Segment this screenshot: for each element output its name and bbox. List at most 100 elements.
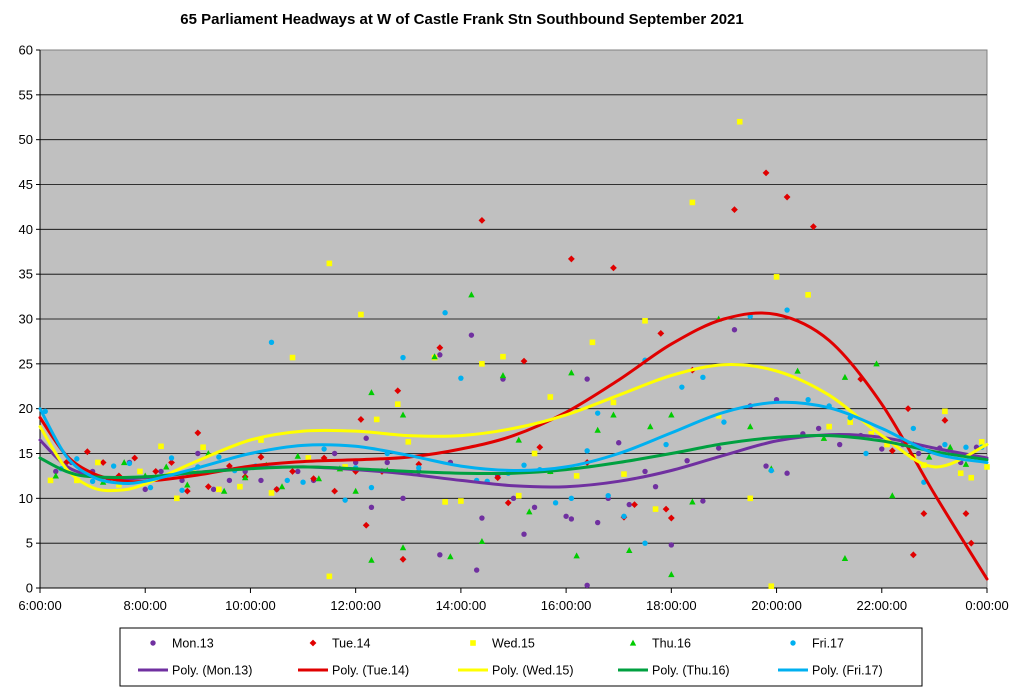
data-point-thu-16 xyxy=(478,537,486,544)
trendline-poly-tue-14 xyxy=(38,311,989,581)
gridlines xyxy=(40,94,987,544)
data-point-mon-13 xyxy=(368,504,375,510)
data-point-mon-13 xyxy=(195,450,201,457)
x-tick-label: 14:00:00 xyxy=(436,598,487,613)
data-point-thu-16 xyxy=(794,367,801,374)
x-tick-label: 18:00:00 xyxy=(646,598,697,613)
data-point-wed-15 xyxy=(621,471,627,477)
data-point-thu-16 xyxy=(278,483,286,490)
data-point-thu-16 xyxy=(220,487,228,494)
data-point-tue-14 xyxy=(667,514,675,522)
data-point-tue-14 xyxy=(610,264,617,272)
data-point-mon-13 xyxy=(258,477,264,484)
data-point-tue-14 xyxy=(99,459,107,466)
data-point-mon-13 xyxy=(179,477,185,484)
data-point-fri-17 xyxy=(863,450,869,457)
x-tick-label: 0:00:00 xyxy=(965,598,1008,613)
data-point-thu-16 xyxy=(626,546,633,553)
data-point-mon-13 xyxy=(784,470,790,476)
data-point-tue-14 xyxy=(920,510,928,517)
data-point-fri-17 xyxy=(605,492,611,499)
data-point-mon-13 xyxy=(53,468,59,475)
data-point-wed-15 xyxy=(173,495,180,502)
data-point-mon-13 xyxy=(626,501,632,508)
data-point-wed-15 xyxy=(326,260,333,267)
data-point-thu-16 xyxy=(447,553,454,560)
x-tick-label: 16:00:00 xyxy=(541,598,592,613)
data-point-wed-15 xyxy=(373,416,380,423)
data-point-thu-16 xyxy=(820,434,828,441)
data-point-mon-13 xyxy=(700,498,706,504)
data-point-tue-14 xyxy=(183,487,191,495)
data-point-thu-16 xyxy=(647,423,654,430)
data-point-fri-17 xyxy=(700,374,706,380)
data-point-wed-15 xyxy=(95,459,101,466)
data-point-wed-15 xyxy=(942,408,948,415)
data-point-wed-15 xyxy=(200,444,206,451)
x-tick-label: 6:00:00 xyxy=(18,598,61,613)
data-point-tue-14 xyxy=(362,521,370,529)
data-point-fri-17 xyxy=(321,446,327,452)
legend-label-poly-wed-15: Poly. (Wed.15) xyxy=(492,664,574,678)
y-tick-label: 50 xyxy=(19,132,33,147)
x-tick-label: 12:00:00 xyxy=(330,598,381,613)
data-point-thu-16 xyxy=(925,453,933,460)
data-point-fri-17 xyxy=(621,513,627,519)
data-point-tue-14 xyxy=(257,453,265,461)
data-point-wed-15 xyxy=(531,450,538,457)
data-point-wed-15 xyxy=(805,291,811,298)
data-point-fri-17 xyxy=(642,540,648,546)
data-point-fri-17 xyxy=(168,455,175,461)
data-point-thu-16 xyxy=(241,474,249,481)
data-point-wed-15 xyxy=(258,437,264,443)
data-point-tue-14 xyxy=(394,387,402,395)
data-point-thu-16 xyxy=(399,411,407,418)
data-point-wed-15 xyxy=(547,394,554,400)
data-point-wed-15 xyxy=(358,311,364,318)
y-tick-label: 20 xyxy=(19,401,33,416)
data-point-mon-13 xyxy=(684,457,690,464)
data-point-thu-16 xyxy=(515,436,522,443)
data-point-tue-14 xyxy=(131,454,139,462)
x-tick-label: 22:00:00 xyxy=(856,598,907,613)
data-point-wed-15 xyxy=(689,199,696,206)
data-point-fri-17 xyxy=(805,397,811,403)
data-point-fri-17 xyxy=(521,462,527,468)
data-point-mon-13 xyxy=(521,531,527,537)
data-point-wed-15 xyxy=(515,492,522,499)
y-tick-label: 40 xyxy=(19,222,33,237)
legend-marker-wed-15 xyxy=(470,640,476,646)
data-point-wed-15 xyxy=(610,399,617,406)
chart-title: 65 Parliament Headways at W of Castle Fr… xyxy=(180,11,743,28)
data-point-fri-17 xyxy=(416,465,422,471)
data-point-mon-13 xyxy=(715,445,722,451)
y-tick-label: 60 xyxy=(19,43,33,58)
data-point-tue-14 xyxy=(494,474,502,482)
data-point-thu-16 xyxy=(368,389,375,396)
data-point-tue-14 xyxy=(909,551,917,559)
data-point-mon-13 xyxy=(836,441,843,448)
data-point-fri-17 xyxy=(963,444,969,450)
data-point-thu-16 xyxy=(689,498,696,505)
data-point-fri-17 xyxy=(300,479,306,485)
data-point-fri-17 xyxy=(284,477,290,484)
legend-label-poly-tue-14: Poly. (Tue.14) xyxy=(332,664,409,678)
series-layer xyxy=(42,118,990,590)
data-point-mon-13 xyxy=(479,515,485,521)
data-point-tue-14 xyxy=(399,555,407,563)
data-point-wed-15 xyxy=(715,413,722,419)
data-point-thu-16 xyxy=(946,443,954,450)
y-tick-label: 30 xyxy=(19,312,33,327)
data-point-tue-14 xyxy=(662,505,670,513)
x-axis: 6:00:00 8:00:00 10:00:00 12:00:00 14:00:00 16… xyxy=(18,587,1009,613)
data-point-mon-13 xyxy=(437,552,443,558)
data-point-tue-14 xyxy=(731,206,738,214)
data-point-mon-13 xyxy=(295,468,301,475)
data-point-thu-16 xyxy=(747,423,754,430)
data-point-thu-16 xyxy=(526,508,533,515)
data-point-wed-15 xyxy=(158,443,164,450)
data-point-wed-15 xyxy=(137,468,143,475)
data-point-fri-17 xyxy=(568,495,575,502)
data-point-mon-13 xyxy=(142,486,148,493)
data-point-wed-15 xyxy=(773,274,780,280)
